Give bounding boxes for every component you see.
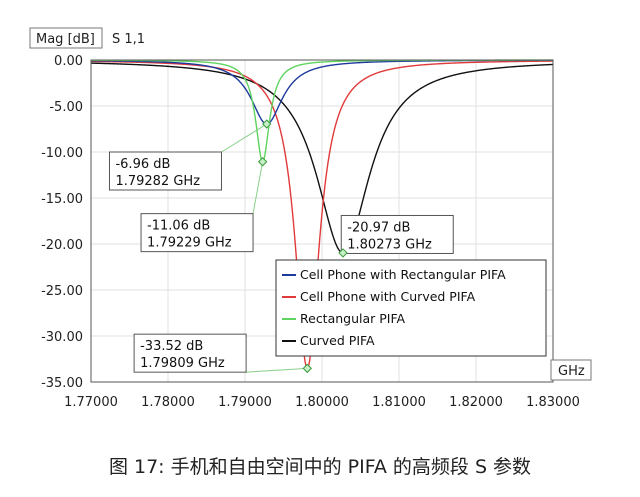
marker-db-label: -20.97 dB xyxy=(347,220,410,235)
marker-db-label: -6.96 dB xyxy=(115,157,170,172)
x-tick-label: 1.81000 xyxy=(372,395,426,410)
x-tick-label: 1.82000 xyxy=(449,395,503,410)
legend-label: Cell Phone with Rectangular PIFA xyxy=(300,267,506,282)
marker-leader xyxy=(252,161,264,214)
marker-box xyxy=(140,213,254,253)
y-tick-label: -10.00 xyxy=(41,146,83,161)
marker-point xyxy=(302,363,313,374)
x-tick-label: 1.80000 xyxy=(295,395,349,410)
plot-frame xyxy=(90,59,554,383)
x-tick-label: 1.83000 xyxy=(526,395,580,410)
marker-annotation: -33.52 dB 1.79809 GHz xyxy=(133,333,313,374)
y-tick-label: -35.00 xyxy=(41,376,83,391)
x-tick-label: 1.77000 xyxy=(64,395,118,410)
x-tick-label: 1.78000 xyxy=(141,395,195,410)
legend-label: Rectangular PIFA xyxy=(300,311,406,326)
marker-freq-label: 1.79809 GHz xyxy=(140,356,225,371)
marker-freq-label: 1.79282 GHz xyxy=(115,174,200,189)
marker-point xyxy=(262,119,272,129)
marker-annotation: -11.06 dB 1.79229 GHz xyxy=(140,157,268,253)
y-axis-label-text: Mag [dB] xyxy=(36,32,95,47)
marker-freq-label: 1.79229 GHz xyxy=(147,236,232,251)
y-axis-label: Mag [dB] xyxy=(29,27,103,49)
series-line xyxy=(90,60,554,370)
markers: -6.96 dB1.79282 GHz-11.06 dB1.79229 GHz-… xyxy=(108,119,454,374)
figure-caption: 图 17: 手机和自由空间中的 PIFA 的高频段 S 参数 xyxy=(108,456,532,478)
marker-leader xyxy=(246,367,308,373)
y-tick-label: -5.00 xyxy=(49,100,83,115)
series-line xyxy=(90,62,554,254)
y-tick-label: -25.00 xyxy=(41,284,83,299)
marker-point xyxy=(257,157,268,167)
y-tick-label: 0.00 xyxy=(54,54,83,69)
marker-leader xyxy=(221,123,267,153)
x-axis-unit-text: GHz xyxy=(558,364,585,379)
marker-box xyxy=(133,333,247,373)
s11-chart: 0.00 -5.00 -10.00 -15.00 -20.00 -25.00 -30.00 -… xyxy=(29,27,592,410)
y-tick-label: -20.00 xyxy=(41,238,83,253)
marker-db-label: -11.06 dB xyxy=(147,219,210,234)
y-tick-label: -30.00 xyxy=(41,330,83,345)
legend-label: Curved PIFA xyxy=(300,333,375,348)
chart-title: S 1,1 xyxy=(112,32,145,47)
marker-annotation: -20.97 dB 1.80273 GHz xyxy=(338,214,454,258)
marker-box xyxy=(108,151,222,191)
x-axis-unit: GHz xyxy=(550,359,592,381)
marker-box xyxy=(340,214,454,254)
tick-labels: 0.00 -5.00 -10.00 -15.00 -20.00 -25.00 -30.00 -… xyxy=(41,54,580,410)
legend-box xyxy=(275,259,547,357)
y-tick-label: -15.00 xyxy=(41,192,83,207)
legend: Cell Phone with Rectangular PIFA Cell Pho… xyxy=(275,259,547,357)
x-tick-label: 1.79000 xyxy=(218,395,272,410)
legend-label: Cell Phone with Curved PIFA xyxy=(300,289,476,304)
marker-annotation: -6.96 dB 1.79282 GHz xyxy=(108,119,272,191)
marker-db-label: -33.52 dB xyxy=(140,339,203,354)
marker-freq-label: 1.80273 GHz xyxy=(347,237,432,252)
marker-point xyxy=(338,248,348,258)
